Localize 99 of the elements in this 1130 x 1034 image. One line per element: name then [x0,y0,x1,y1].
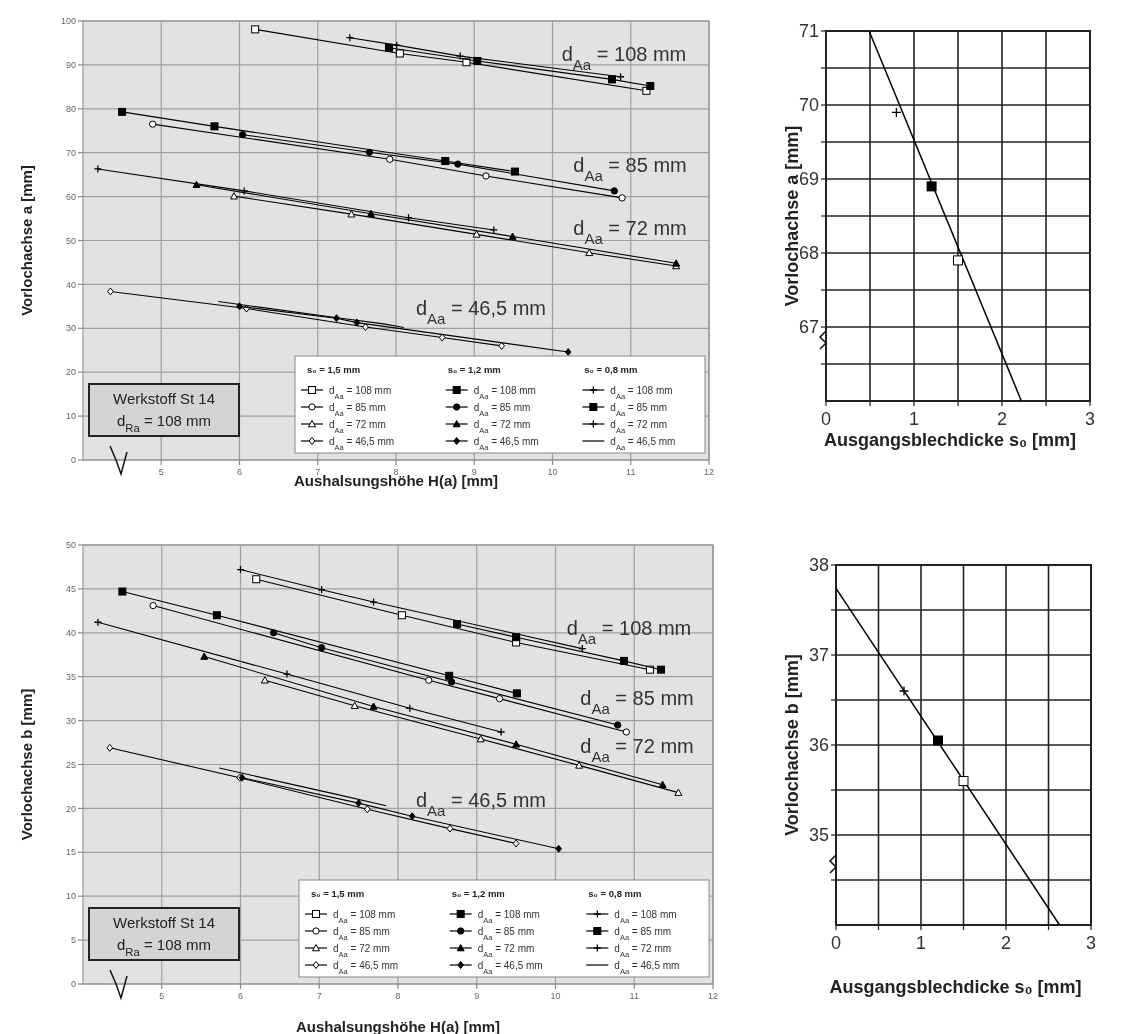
y-tick-label: 20 [65,367,76,378]
y-tick-label: 35 [808,825,829,846]
legend-label: d$_{Aa}$ = 72 mm [614,942,672,958]
annotation: d$_{Ra}$ = 108 mm [116,412,212,434]
x-tick-label: 10 [550,991,561,1001]
y-tick-label: 70 [798,95,819,116]
legend-label: d$_{Aa}$ = 72 mm [473,418,531,434]
annotation: d$_{Aa}$ = 108 mm [566,617,692,647]
legend-label: d$_{Aa}$ = 85 mm [610,401,668,417]
legend-label: d$_{Aa}$ = 108 mm [329,384,392,400]
y-tick-label: 40 [65,279,76,290]
annotation: s₀ = 1,5 mm [311,888,365,899]
y-tick-label: 69 [798,169,819,190]
y-tick-label: 10 [65,891,76,902]
x-tick-label: 3 [1084,409,1096,429]
legend-label: d$_{Aa}$ = 46,5 mm [477,959,543,975]
y-tick-label: 0 [70,455,76,466]
x-tick-label: 9 [471,467,477,477]
legend-label: d$_{Aa}$ = 85 mm [473,401,531,417]
legend-label: d$_{Aa}$ = 108 mm [333,908,396,924]
legend-label: d$_{Aa}$ = 72 mm [333,942,390,958]
annotation: d$_{Aa}$ = 108 mm [561,43,687,73]
annotation: s₀ = 0,8 mm [584,364,638,375]
legend-label: d$_{Aa}$ = 46,5 mm [333,959,399,975]
x-tick-label: 1 [915,933,927,953]
x-axis-title: Ausgangsblechdicke s₀ [mm] [823,430,1077,450]
x-tick-label: 6 [237,991,244,1001]
x-tick-label: 5 [159,991,165,1001]
y-tick-label: 71 [798,21,819,42]
x-tick-label: 2 [996,409,1008,429]
x-tick-label: 2 [1000,933,1012,953]
annotation: Werkstoff St 14 [113,914,215,931]
y-tick-label: 38 [808,555,829,576]
y-tick-label: 30 [65,323,76,334]
legend-label: d$_{Aa}$ = 85 mm [477,925,535,941]
annotation: s₀ = 1,2 mm [451,888,505,899]
y-axis-title: Vorlochachse b [mm] [18,688,35,841]
x-tick-label: 11 [626,467,636,477]
y-tick-label: 20 [65,803,76,814]
x-tick-label: 8 [395,991,401,1001]
legend-label: d$_{Aa}$ = 85 mm [329,401,386,417]
annotation: d$_{Aa}$ = 85 mm [580,687,694,717]
y-tick-label: 80 [65,103,76,114]
x-tick-label: 11 [629,991,639,1001]
y-axis-title: Vorlochachse a [mm] [18,165,35,316]
annotation: s₀ = 0,8 mm [588,888,642,899]
annotation: d$_{Aa}$ = 85 mm [573,154,687,184]
x-tick-label: 3 [1085,933,1097,953]
x-tick-label: 9 [474,991,480,1001]
legend-label: d$_{Aa}$ = 46,5 mm [329,435,395,451]
x-tick-label: 1 [908,409,920,429]
y-tick-label: 70 [65,147,76,158]
y-tick-label: 35 [65,671,76,682]
annotation: s₀ = 1,2 mm [447,364,501,375]
x-tick-label: 7 [316,991,322,1001]
y-tick-label: 0 [70,979,76,990]
x-tick-label: 8 [393,467,399,477]
annotation: s₀ = 1,5 mm [307,364,361,375]
legend-label: d$_{Aa}$ = 108 mm [614,908,677,924]
y-tick-label: 37 [808,645,829,666]
y-tick-label: 50 [65,540,76,551]
annotation: d$_{Ra}$ = 108 mm [116,936,212,958]
y-tick-label: 15 [65,847,76,858]
legend-label: d$_{Aa}$ = 46,5 mm [614,959,680,975]
annotation: d$_{Aa}$ = 46,5 mm [415,789,547,819]
legend-label: d$_{Aa}$ = 72 mm [329,418,386,434]
y-axis-title: Vorlochachse b [mm] [782,654,802,836]
legend-label: d$_{Aa}$ = 108 mm [477,908,540,924]
y-tick-label: 100 [60,16,76,27]
x-tick-label: 0 [830,933,842,953]
x-axis-title: Ausgangsblechdicke s₀ [mm] [829,977,1082,997]
legend-label: d$_{Aa}$ = 85 mm [614,925,672,941]
x-tick-label: 5 [158,467,164,477]
y-tick-label: 45 [65,584,76,595]
legend-label: d$_{Aa}$ = 108 mm [473,384,536,400]
y-tick-label: 67 [798,317,819,338]
x-tick-label: 7 [315,467,321,477]
legend-label: d$_{Aa}$ = 46,5 mm [473,435,539,451]
x-tick-label: 6 [236,467,243,477]
y-tick-label: 90 [65,60,76,71]
x-tick-label: 10 [547,467,558,477]
legend-label: d$_{Aa}$ = 46,5 mm [610,435,676,451]
legend-label: d$_{Aa}$ = 72 mm [610,418,668,434]
annotation: d$_{Aa}$ = 72 mm [573,217,687,247]
y-tick-label: 36 [808,735,829,756]
legend-label: d$_{Aa}$ = 108 mm [610,384,673,400]
x-tick-label: 12 [707,991,719,1001]
annotation: d$_{Aa}$ = 72 mm [580,735,694,765]
y-tick-label: 50 [65,235,76,246]
y-tick-label: 60 [65,191,76,202]
y-tick-label: 68 [798,243,819,264]
x-tick-label: 12 [703,467,715,477]
y-tick-label: 40 [65,627,76,638]
y-tick-label: 30 [65,715,76,726]
annotation: d$_{Aa}$ = 46,5 mm [415,297,547,327]
legend-label: d$_{Aa}$ = 72 mm [477,942,535,958]
annotation: Werkstoff St 14 [113,390,215,407]
legend-label: d$_{Aa}$ = 85 mm [333,925,390,941]
y-tick-label: 25 [65,759,76,770]
